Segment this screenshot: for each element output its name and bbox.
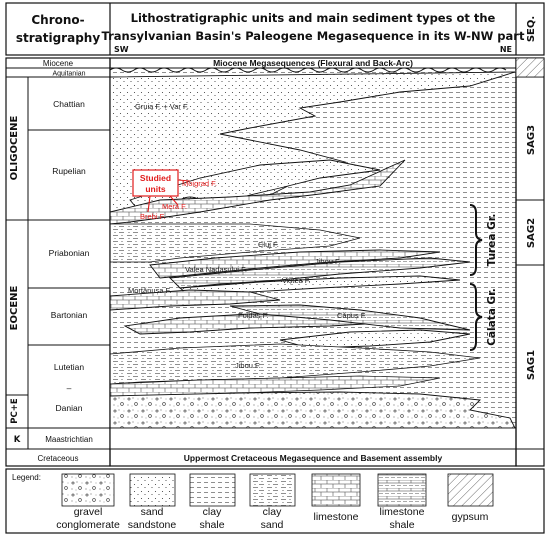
chrono-column: Miocene Aquitanian OLIGOCENE Chattian Ru… [5,57,111,467]
sag2-label: SAG2 [526,218,537,248]
maastrichtian-label: Maastrichtian [45,435,93,444]
studied-label-line1: Studied [140,173,171,183]
studied-label-line2: units [145,184,166,194]
legend-limestone-line1: limestone [314,511,359,523]
legend-sand-line2: sandstone [128,519,177,531]
legend-item-gravel: gravel conglomerate [56,473,120,531]
legend: Legend: gravel conglomerate sand sandsto… [5,468,545,534]
legend-claysand-line1: clay [263,506,282,518]
moigrad-label: Moigrad F. [182,179,217,188]
miocene-label: Miocene [43,59,74,68]
oligocene-label: OLIGOCENE [9,116,20,181]
title-line1: Lithostratigraphic units and main sedime… [131,11,496,25]
miocene-mega-label: Miocene Megasequences (Flexural and Back… [213,58,413,68]
legend-clay-line1: clay [203,506,222,518]
basement-band [109,427,517,450]
k-label: K [14,435,21,445]
cretaceous-label: Cretaceous [38,454,79,463]
rupelian-label: Rupelian [52,166,86,176]
studied-units-callout: Studied units [132,169,191,213]
cluj-limestone [149,249,441,279]
uppermost-label: Uppermost Cretaceous Megasequence and Ba… [184,453,443,463]
danian-conglomerate [109,391,516,429]
mera-label: Mera F. [162,202,187,211]
legend-gravel-line1: gravel [74,506,103,518]
legend-title: Legend: [12,473,41,482]
title-line2: Transylvanian Basin's Paleogene Megasequ… [102,29,525,43]
cluj-body [109,223,361,263]
sag3-label: SAG3 [526,125,537,155]
mortanusa-label: Mortănușa F. [128,286,171,295]
foidas-label: Foidaș F. [238,311,268,320]
legend-item-clay-sand: clay sand [249,473,296,531]
capus-body [229,304,471,331]
seq-header: SEQ. [526,16,537,42]
legend-item-gypsum: gypsum [447,473,494,523]
turea-brace [469,204,483,276]
aquitanian-label: Aquitanian [52,71,85,78]
jibou-upper-label: Jibou F. [315,257,341,266]
jibou-lower-label: Jibou F. [235,361,261,370]
legend-item-limestone-shale: limestone shale [377,473,427,531]
chattian-label: Chattian [53,99,85,109]
sag1-label: SAG1 [526,350,537,380]
sequence-column: SAG3 SAG2 SAG1 [515,57,545,467]
calata-group-label: Călata Gr. [486,288,498,346]
turea-group-label: Turea Gr. [486,214,498,267]
legend-item-clay-shale: clay shale [189,473,236,531]
danian-label: Danian [56,403,83,413]
legend-claysand-line2: sand [261,519,284,531]
legend-gravel-line2: conglomerate [56,519,120,531]
main-panel: Miocene Megasequences (Flexural and Back… [109,57,517,467]
priabonian-label: Priabonian [49,248,90,258]
header: Chrono- stratigraphy Lithostratigraphic … [5,2,545,56]
capus-label: Căpuș F. [337,311,367,320]
mortanusa-body [109,289,281,311]
legend-sand-line1: sand [141,506,164,518]
gruia-label: Gruia F. + Var F. [135,102,189,111]
bartonian-label: Bartonian [51,310,88,320]
brebi-label: Brebi F. [140,212,165,221]
eocene-label: EOCENE [9,285,20,330]
calata-brace [469,283,483,351]
mera-brebi-limestone [109,159,406,225]
ne-label: NE [500,45,512,54]
jibou-lower-body [109,343,481,385]
legend-limeshale-line2: shale [389,519,414,531]
legend-limeshale-line1: limestone [380,506,425,518]
legend-item-limestone: limestone [311,473,361,523]
legend-gypsum-line1: gypsum [452,511,489,523]
chrono-header-line1: Chrono- [31,13,84,27]
valea-nadasului-body [169,257,471,289]
chrono-header-line2: stratigraphy [16,31,100,45]
legend-clay-line2: shale [199,519,224,531]
sw-label: SW [114,45,129,54]
vistea-label: Viștea F. [282,276,311,285]
cluj-label: Cluj F. [258,240,279,249]
pc-e-label: PC+E [10,398,20,424]
dash-label: – [67,383,72,393]
legend-item-sand: sand sandstone [128,473,177,531]
lutetian-label: Lutetian [54,362,85,372]
valea-label: Valea Nadașului F. [185,265,247,274]
